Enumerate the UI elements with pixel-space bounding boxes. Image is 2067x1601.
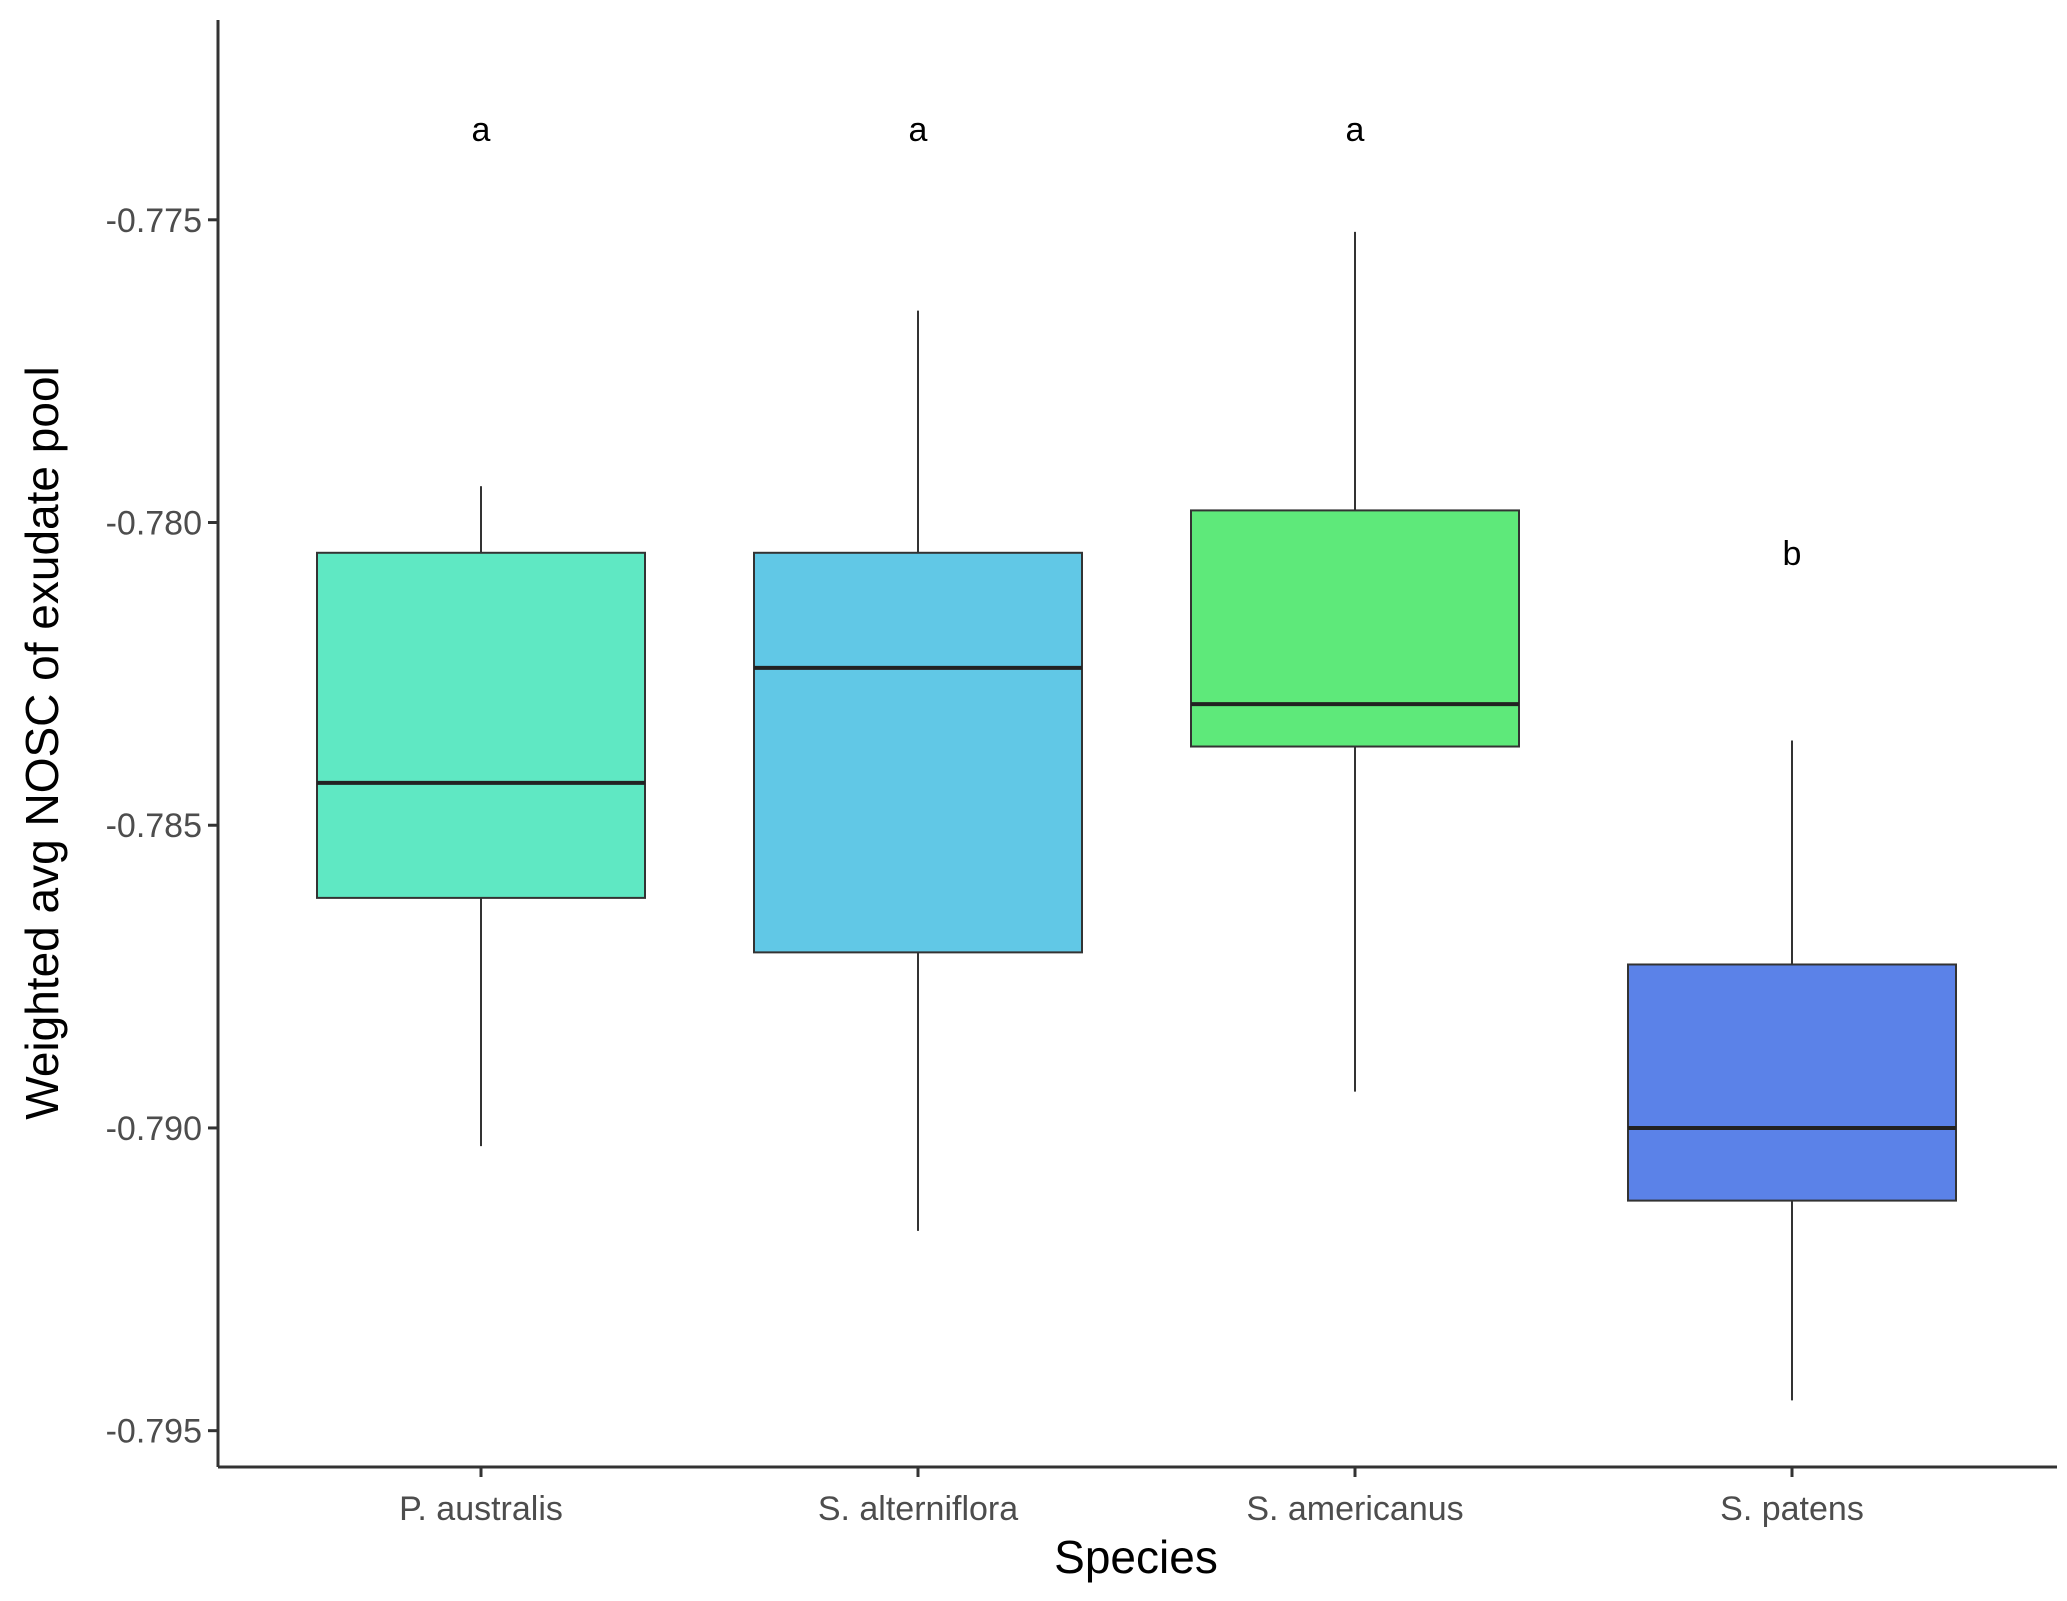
box-group: a bbox=[316, 111, 646, 1147]
x-tick-label: S. alterniflora bbox=[818, 1490, 1018, 1528]
x-tick-label: P. australis bbox=[399, 1490, 563, 1528]
box-group: a bbox=[1190, 111, 1520, 1092]
iqr-box bbox=[1190, 509, 1520, 748]
significance-letter: a bbox=[1346, 111, 1365, 149]
iqr-box bbox=[316, 551, 646, 899]
y-tick-label: -0.775 bbox=[106, 202, 202, 240]
y-axis-title: Weighted avg NOSC of exudate pool bbox=[16, 366, 68, 1120]
significance-letter: a bbox=[472, 111, 491, 149]
plot-area: a a a b bbox=[316, 111, 1957, 1401]
box-group: b bbox=[1627, 535, 1957, 1401]
box-group: a bbox=[753, 111, 1083, 1231]
y-tick-label: -0.785 bbox=[106, 807, 202, 845]
x-axis-ticks: P. australis S. alterniflora S. americanus… bbox=[399, 1467, 1864, 1528]
x-tick-label: S. americanus bbox=[1246, 1490, 1463, 1528]
significance-letter: b bbox=[1783, 535, 1802, 573]
iqr-box bbox=[753, 551, 1083, 954]
y-axis-ticks: -0.775 -0.780 -0.785 -0.790 -0.795 bbox=[106, 202, 218, 1451]
y-tick-label: -0.780 bbox=[106, 505, 202, 543]
x-tick-label: S. patens bbox=[1720, 1490, 1864, 1528]
y-tick-label: -0.790 bbox=[106, 1110, 202, 1148]
x-axis-title: Species bbox=[1054, 1531, 1218, 1583]
y-tick-label: -0.795 bbox=[106, 1413, 202, 1451]
significance-letter: a bbox=[909, 111, 928, 149]
iqr-box bbox=[1627, 963, 1957, 1202]
